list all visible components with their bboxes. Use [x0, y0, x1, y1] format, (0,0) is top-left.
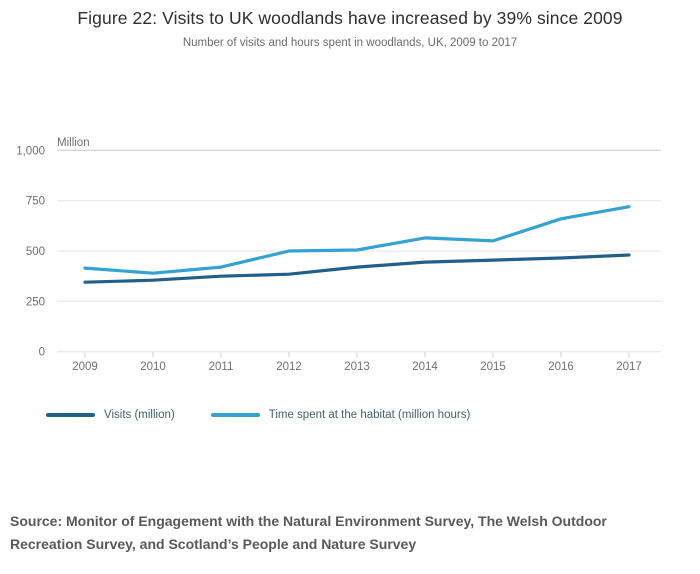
x-axis-label-2013: 2013: [344, 361, 370, 373]
chart-legend: Visits (million) Time spent at the habit…: [46, 409, 470, 421]
y-axis-label-1000: 1,000: [16, 145, 45, 157]
x-axis-label-2017: 2017: [616, 361, 642, 373]
legend-item-visits: Visits (million): [46, 409, 175, 421]
y-axis-label-0: 0: [39, 347, 45, 359]
x-axis-label-2011: 2011: [209, 361, 234, 373]
chart-subtitle: Number of visits and hours spent in wood…: [182, 37, 518, 49]
x-axis-label-2009: 2009: [72, 361, 98, 373]
legend-label-visits: Visits (million): [104, 409, 175, 421]
x-axis-label-2010: 2010: [140, 361, 166, 373]
x-axis-label-2014: 2014: [412, 361, 438, 373]
y-axis-label-250: 250: [26, 296, 45, 308]
chart-title: Figure 22: Visits to UK woodlands have i…: [77, 8, 623, 28]
series-line-time-spent: [83, 205, 631, 275]
x-axis-label-2016: 2016: [548, 361, 574, 373]
visits-line-swatch-icon: [46, 413, 95, 417]
y-axis-label-750: 750: [26, 196, 45, 208]
chart-area: 0 250 500 750 1,000 Million 2009 2010 2011 2012 20…: [0, 130, 700, 390]
source-note: Source: Monitor of Engagement with the N…: [10, 513, 607, 552]
legend-label-time-spent: Time spent at the habitat (million hours…: [268, 409, 471, 421]
chart-svg: 0 250 500 750 1,000 Million 2009 2010 2011 2012 20…: [16, 137, 661, 373]
x-axis-label-2012: 2012: [276, 361, 302, 373]
x-axis-label-2015: 2015: [480, 361, 506, 373]
y-axis-unit-label: Million: [57, 137, 90, 149]
legend-item-time-spent: Time spent at the habitat (million hours…: [210, 409, 471, 421]
y-axis-label-500: 500: [26, 246, 45, 258]
time-spent-line-swatch-icon: [210, 413, 260, 417]
series-line-visits: [83, 253, 631, 284]
